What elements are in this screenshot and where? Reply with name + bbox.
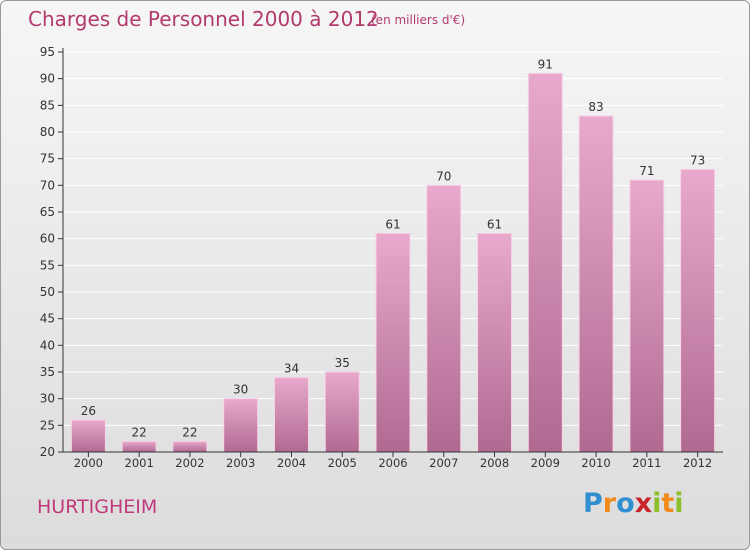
logo-letter: o [616, 488, 635, 519]
bar-value-label: 61 [385, 217, 400, 231]
y-tick-label: 20 [40, 445, 55, 459]
bar [70, 419, 106, 453]
bar-value-label: 91 [538, 57, 553, 71]
y-tick-label: 65 [40, 205, 55, 219]
logo-letter: i [674, 488, 684, 519]
y-tick-label: 40 [40, 338, 55, 352]
bar [375, 232, 411, 453]
bar-value-label: 61 [487, 217, 502, 231]
bar [629, 179, 665, 453]
y-tick-label: 60 [40, 232, 55, 246]
bar-value-label: 71 [639, 164, 654, 178]
y-tick-label: 30 [40, 392, 55, 406]
y-tick-label: 25 [40, 418, 55, 432]
bar-value-label: 26 [81, 404, 96, 418]
bar [426, 184, 462, 453]
chart-title: Charges de Personnel 2000 à 2012 [28, 7, 379, 31]
logo-letter: P [583, 488, 603, 519]
bar [324, 371, 360, 453]
x-tick-label: 2011 [632, 456, 661, 470]
y-tick-label: 35 [40, 365, 55, 379]
x-tick-label: 2002 [175, 456, 204, 470]
y-tick-label: 75 [40, 152, 55, 166]
bar [477, 232, 513, 453]
y-tick-label: 90 [40, 72, 55, 86]
y-tick-label: 70 [40, 178, 55, 192]
x-tick-label: 2003 [226, 456, 255, 470]
x-tick-label: 2000 [74, 456, 103, 470]
y-tick-label: 50 [40, 285, 55, 299]
y-tick-label: 80 [40, 125, 55, 139]
bar [172, 440, 208, 453]
bar-value-label: 73 [690, 153, 705, 167]
bar [578, 115, 614, 453]
logo-letter: x [634, 488, 653, 519]
y-tick-label: 55 [40, 258, 55, 272]
logo-letter: r [602, 488, 617, 519]
bars [70, 72, 716, 453]
bar-value-label: 35 [335, 356, 350, 370]
bar [273, 376, 309, 453]
x-tick-label: 2009 [531, 456, 560, 470]
x-tick-label: 2001 [125, 456, 154, 470]
bar-value-label: 34 [284, 361, 299, 375]
logo-letter: t [661, 488, 675, 519]
bar-value-label: 83 [588, 100, 603, 114]
x-tick-label: 2004 [277, 456, 306, 470]
y-tick-label: 45 [40, 312, 55, 326]
x-tick-label: 2005 [328, 456, 357, 470]
chart-subtitle: (en milliers d'€) [371, 13, 466, 27]
x-tick-label: 2010 [581, 456, 610, 470]
y-tick-label: 95 [40, 45, 55, 59]
bar-value-label: 30 [233, 383, 248, 397]
bar [223, 398, 259, 453]
bar-value-label: 22 [132, 425, 147, 439]
proxiti-logo[interactable]: Proxiti [583, 488, 684, 519]
x-tick-label: 2008 [480, 456, 509, 470]
commune-name: HURTIGHEIM [37, 496, 158, 518]
bar-value-label: 70 [436, 169, 451, 183]
bar [121, 440, 157, 453]
bar [680, 168, 716, 453]
x-tick-label: 2012 [683, 456, 712, 470]
bar-value-label: 22 [182, 425, 197, 439]
x-tick-label: 2007 [429, 456, 458, 470]
data-labels: 26 22 22 30 34 35 61 70 61 91 83 71 73 [81, 57, 706, 439]
y-tick-label: 85 [40, 98, 55, 112]
bar [527, 72, 563, 453]
x-tick-label: 2006 [378, 456, 407, 470]
logo-letter: i [652, 488, 662, 519]
axes: 20 25 30 35 40 45 50 55 60 65 70 75 80 85 90 95 2000 2001… [40, 45, 723, 470]
